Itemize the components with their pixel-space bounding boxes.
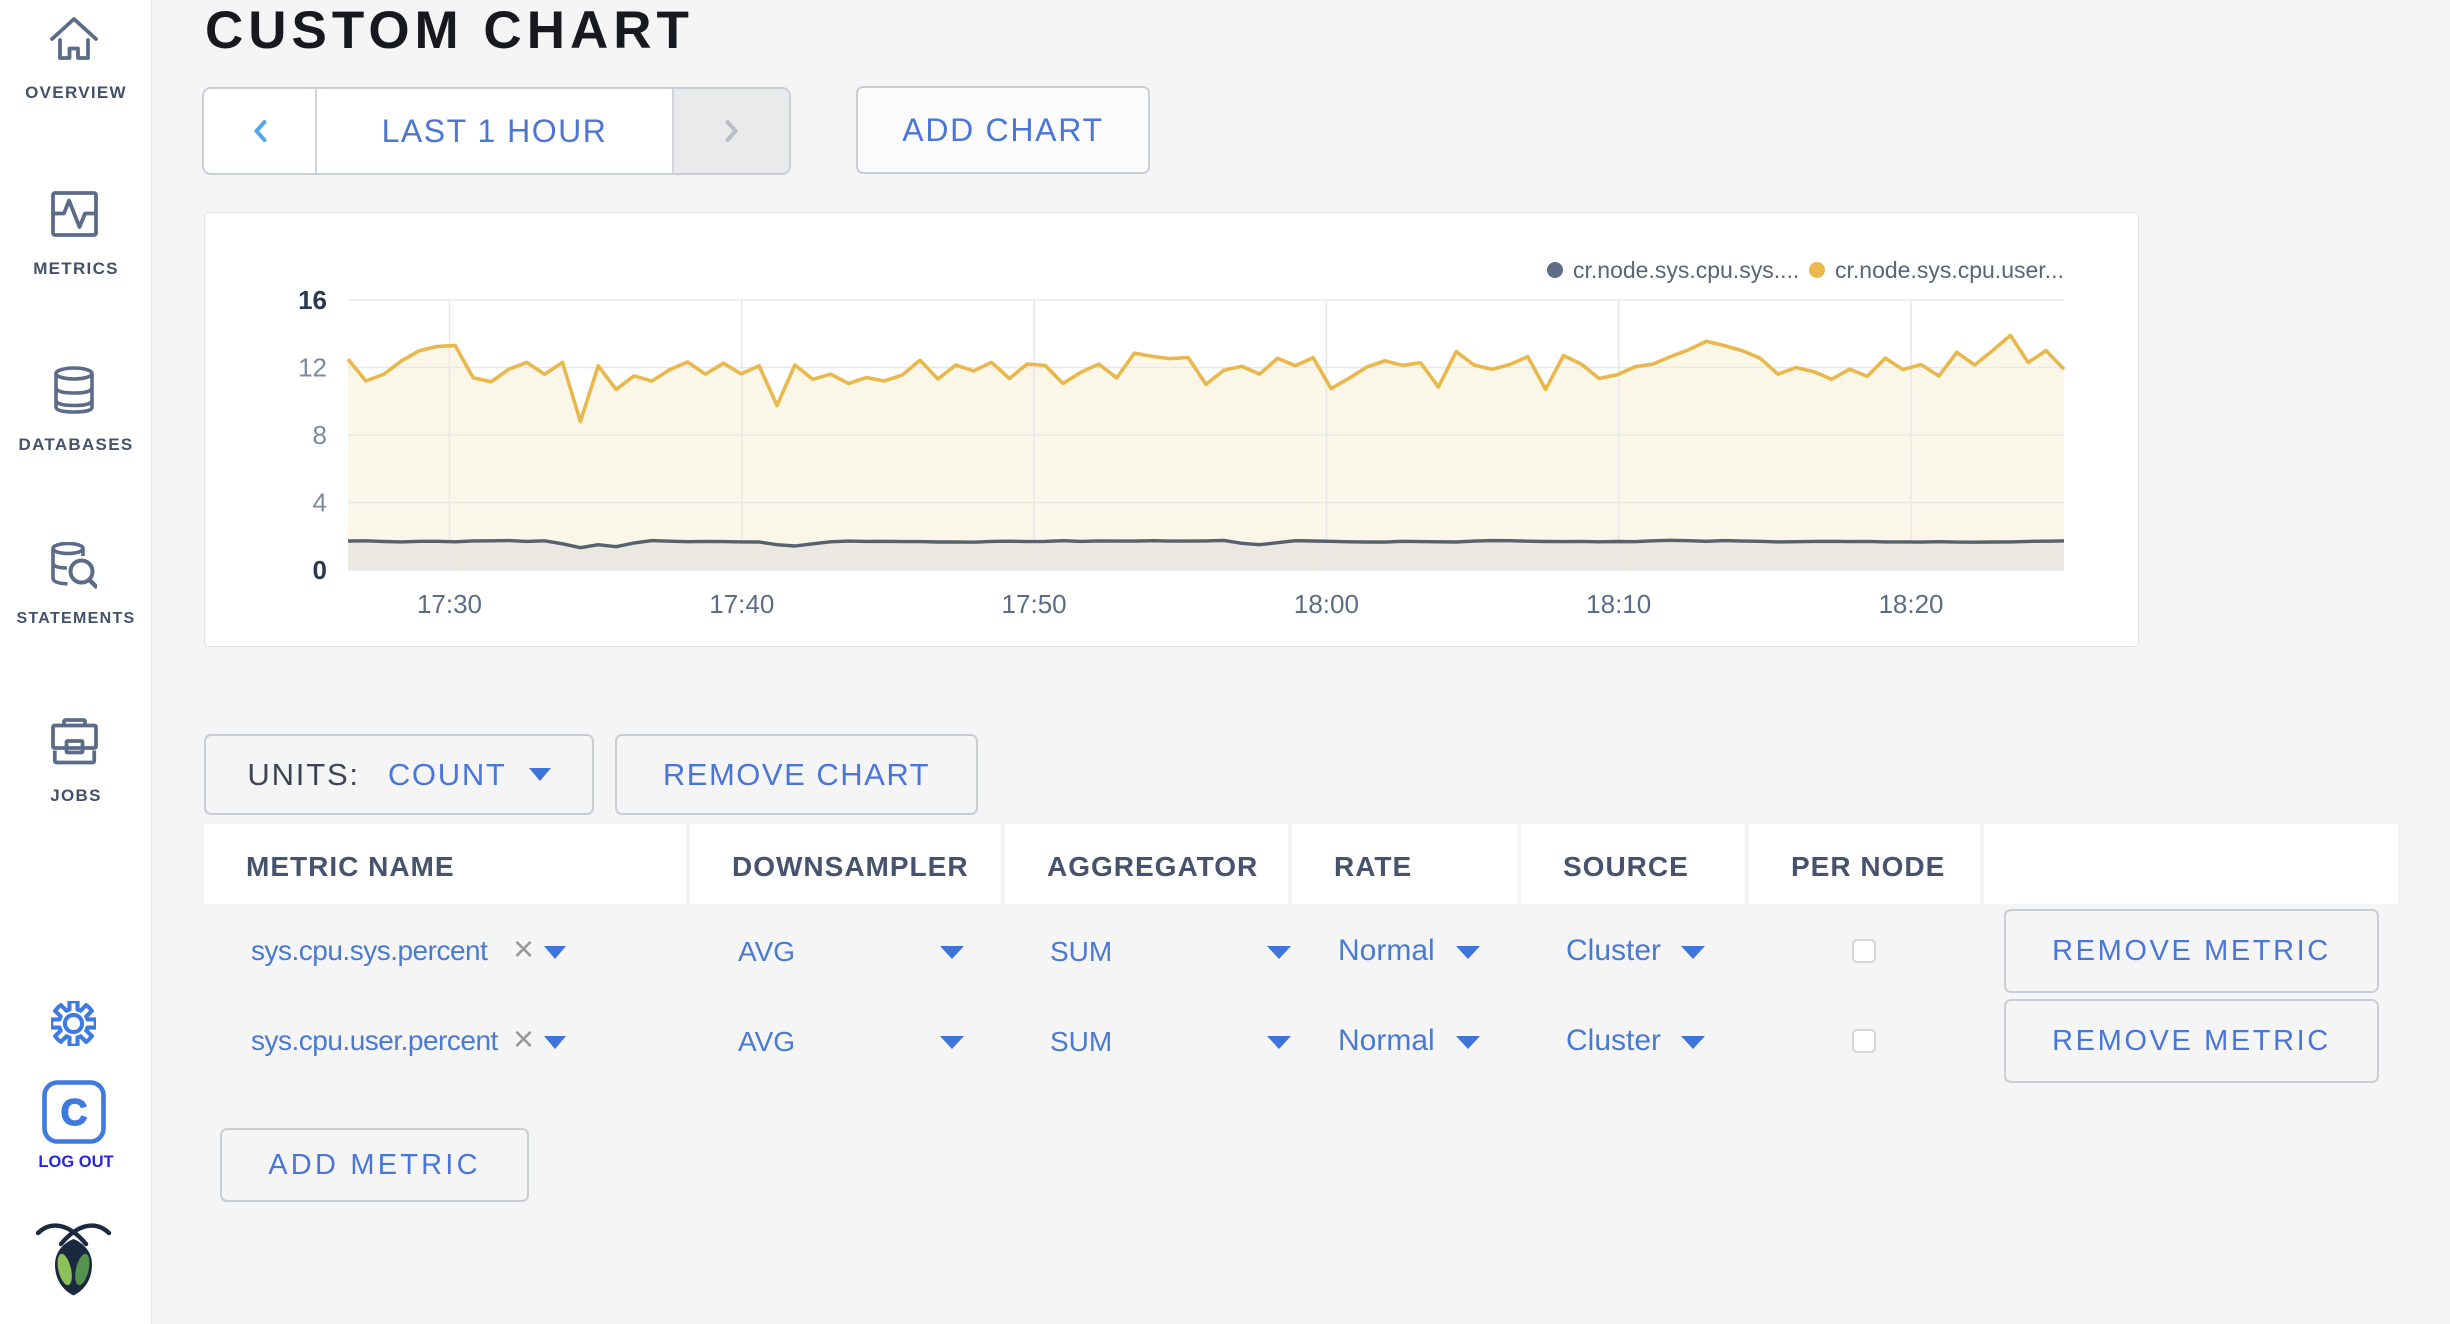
svg-text:17:50: 17:50 (1002, 589, 1067, 619)
svg-text:17:30: 17:30 (417, 589, 482, 619)
svg-text:0: 0 (313, 555, 327, 585)
svg-text:16: 16 (298, 285, 327, 315)
svg-text:17:40: 17:40 (709, 589, 774, 619)
svg-text:8: 8 (313, 420, 327, 450)
svg-text:C: C (61, 1092, 88, 1133)
svg-text:18:00: 18:00 (1294, 589, 1359, 619)
svg-text:12: 12 (298, 353, 327, 383)
svg-text:18:20: 18:20 (1878, 589, 1943, 619)
svg-text:4: 4 (313, 488, 327, 518)
svg-text:cr.node.sys.cpu.sys....: cr.node.sys.cpu.sys.... (1573, 257, 1799, 283)
svg-text:18:10: 18:10 (1586, 589, 1651, 619)
svg-text:cr.node.sys.cpu.user...: cr.node.sys.cpu.user... (1835, 257, 2064, 283)
